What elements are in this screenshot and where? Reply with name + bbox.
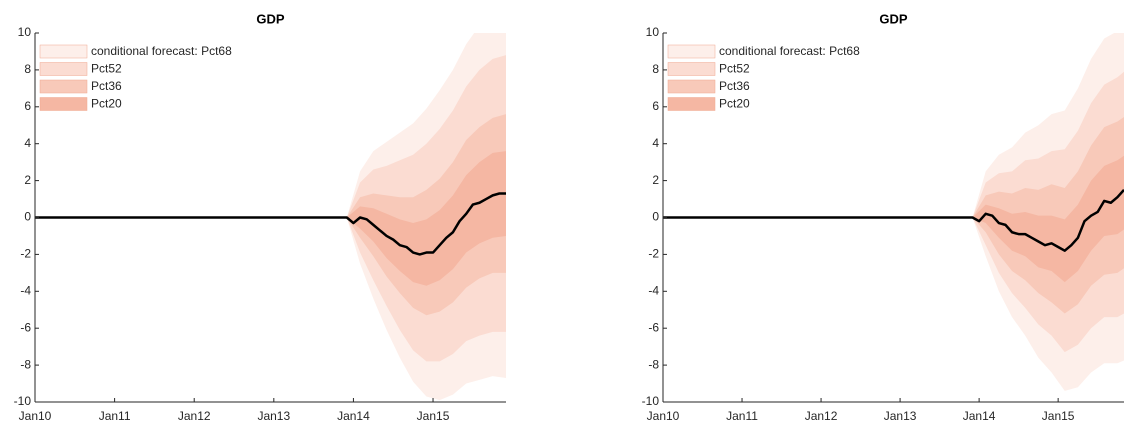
fan-band — [346, 151, 506, 286]
y-tick-label: 4 — [24, 136, 31, 150]
legend-swatch — [667, 44, 716, 59]
y-tick-label: 8 — [652, 62, 659, 76]
y-tick-label: 0 — [652, 210, 659, 224]
legend-swatch — [667, 97, 716, 111]
x-tick-label: Jan11 — [99, 409, 131, 423]
y-tick-label: -2 — [20, 247, 31, 261]
fan-band — [346, 114, 506, 316]
y-tick-label: 2 — [652, 173, 659, 187]
legend-label: Pct52 — [91, 62, 122, 76]
legend-label: Pct20 — [719, 97, 750, 111]
x-tick-label: Jan15 — [417, 409, 450, 423]
x-tick-label: Jan14 — [337, 409, 370, 423]
y-tick-label: 6 — [652, 99, 659, 113]
y-tick-label: -8 — [648, 357, 659, 371]
y-tick-label: -2 — [648, 247, 659, 261]
x-tick-label: Jan10 — [19, 409, 52, 423]
plot-area — [663, 33, 1124, 391]
y-tick-label: 8 — [24, 62, 31, 76]
legend-label: conditional forecast: Pct68 — [719, 44, 860, 58]
y-tick-label: -4 — [648, 283, 659, 297]
y-tick-label: -8 — [20, 357, 31, 371]
x-tick-label: Jan11 — [726, 409, 758, 423]
y-tick-label: -10 — [642, 394, 660, 408]
legend-swatch — [667, 79, 716, 94]
fan-band — [972, 116, 1124, 314]
y-tick-label: -6 — [648, 320, 659, 334]
y-tick-label: 6 — [24, 99, 31, 113]
y-tick-label: 2 — [24, 173, 31, 187]
legend-swatch — [667, 62, 716, 76]
y-tick-label: -10 — [14, 394, 32, 408]
plot-area — [35, 33, 506, 401]
median-line — [35, 192, 506, 256]
x-tick-label: Jan10 — [647, 409, 680, 423]
y-tick-label: 4 — [652, 136, 659, 150]
legend-swatch — [39, 97, 88, 111]
y-tick-label: -6 — [20, 320, 31, 334]
median-line — [663, 188, 1124, 252]
legend-label: Pct36 — [719, 79, 750, 93]
y-tick-label: 10 — [18, 25, 32, 39]
x-tick-label: Jan12 — [805, 409, 838, 423]
x-tick-label: Jan12 — [178, 409, 211, 423]
chart-title: GDP — [879, 11, 908, 26]
fan-band — [972, 155, 1124, 283]
legend-label: Pct52 — [719, 62, 750, 76]
x-tick-label: Jan13 — [884, 409, 917, 423]
legend-label: Pct20 — [91, 97, 122, 111]
legend-swatch — [39, 62, 88, 76]
y-tick-label: -4 — [20, 283, 31, 297]
y-tick-label: 10 — [646, 25, 660, 39]
legend-swatch — [39, 79, 88, 94]
y-tick-label: 0 — [24, 210, 31, 224]
legend-label: conditional forecast: Pct68 — [91, 44, 232, 58]
legend-swatch — [39, 44, 88, 59]
x-tick-label: Jan13 — [257, 409, 290, 423]
legend-label: Pct36 — [91, 79, 122, 93]
chart-title: GDP — [256, 11, 285, 26]
x-tick-label: Jan15 — [1042, 409, 1075, 423]
x-tick-label: Jan14 — [963, 409, 996, 423]
